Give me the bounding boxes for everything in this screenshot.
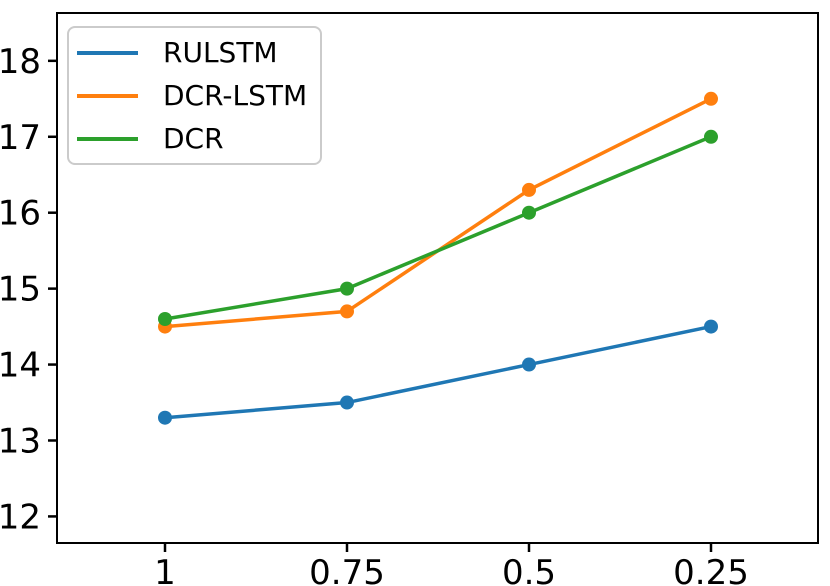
legend-item-rulstm: RULSTM [69,31,320,74]
legend-item-dcr-lstm: DCR-LSTM [69,74,320,117]
data-point-dcr [522,205,536,220]
data-point-dcr-lstm [340,304,354,319]
x-tick-label: 1 [154,553,176,586]
legend: RULSTM DCR-LSTM DCR [67,26,322,165]
y-tick-label: 18 [0,42,41,82]
y-tick-label: 15 [0,270,41,310]
data-point-dcr [340,281,354,296]
legend-line-sample-rulstm [77,50,138,55]
x-tick-label: 0.75 [309,553,385,586]
y-tick-label: 13 [0,421,41,461]
data-point-dcr-lstm [522,182,536,197]
data-point-dcr [158,312,172,327]
y-tick-label: 16 [0,194,41,234]
data-point-rulstm [158,410,172,425]
series-line-rulstm [164,324,712,420]
x-tick-label: 0.5 [502,553,556,586]
y-tick-label: 14 [0,346,41,386]
legend-label-dcr-lstm: DCR-LSTM [163,78,308,112]
data-point-dcr-lstm [704,91,718,106]
data-point-rulstm [522,357,536,372]
y-tick-label: 12 [0,497,41,537]
data-point-rulstm [340,395,354,410]
legend-item-dcr: DCR [69,117,320,160]
y-tick-label: 17 [0,118,41,158]
legend-label-rulstm: RULSTM [163,35,278,69]
legend-label-dcr: DCR [163,121,224,155]
data-point-dcr [704,129,718,144]
plot-border [56,12,819,544]
data-point-rulstm [704,319,718,334]
legend-line-sample-dcr-lstm [77,93,138,98]
x-tick-label: 0.25 [673,553,749,586]
series-line-dcr [164,135,712,321]
legend-line-sample-dcr [77,136,138,141]
